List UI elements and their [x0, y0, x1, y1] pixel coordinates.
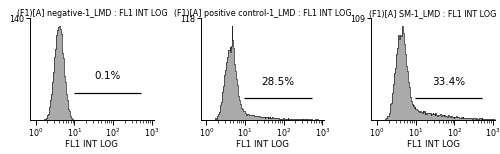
- Title: (F1)[A] negative-1_LMD : FL1 INT LOG: (F1)[A] negative-1_LMD : FL1 INT LOG: [16, 9, 167, 18]
- Title: (F1)[A] SM-1_LMD : FL1 INT LOG: (F1)[A] SM-1_LMD : FL1 INT LOG: [370, 9, 497, 18]
- X-axis label: FL1 INT LOG: FL1 INT LOG: [66, 140, 118, 149]
- X-axis label: FL1 INT LOG: FL1 INT LOG: [236, 140, 289, 149]
- Title: (F1)[A] positive control-1_LMD : FL1 INT LOG: (F1)[A] positive control-1_LMD : FL1 INT…: [174, 9, 352, 18]
- Text: 33.4%: 33.4%: [432, 77, 465, 87]
- X-axis label: FL1 INT LOG: FL1 INT LOG: [406, 140, 460, 149]
- Text: 28.5%: 28.5%: [262, 77, 294, 87]
- Text: 0.1%: 0.1%: [94, 71, 120, 81]
